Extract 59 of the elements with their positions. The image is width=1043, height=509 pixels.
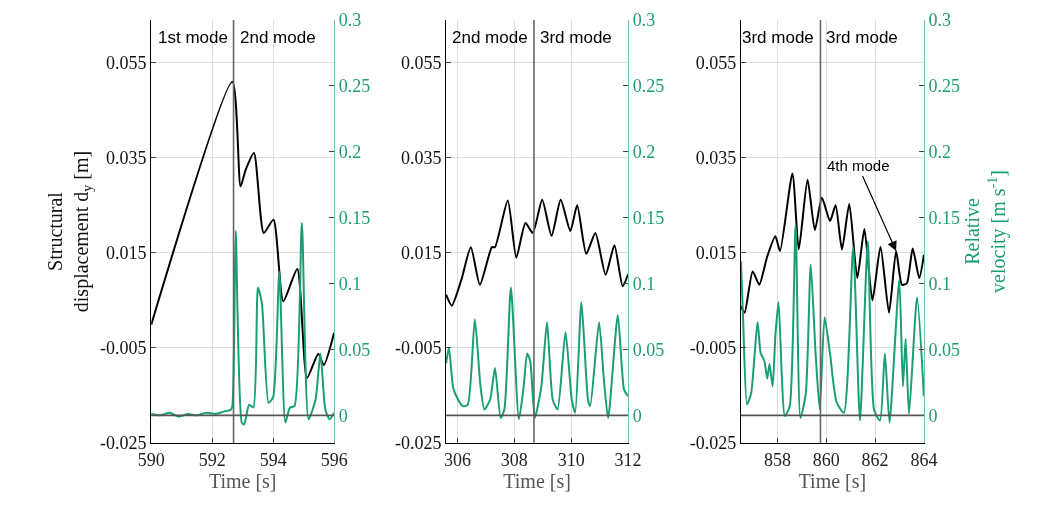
y-tick-label: 0.055 <box>695 53 737 74</box>
x-tick-label: 310 <box>557 449 585 470</box>
x-tick-label: 594 <box>259 449 287 470</box>
annotation: 3rd mode <box>540 28 612 47</box>
y2-tick-label: 0.3 <box>338 10 362 31</box>
y2-tick-label: 0.1 <box>928 273 951 294</box>
y2-tick-label: 0.05 <box>338 339 371 360</box>
y2-tick-label: 0.2 <box>928 142 951 163</box>
x-tick-label: 860 <box>812 449 840 470</box>
x-tick-label: 312 <box>614 449 642 470</box>
line-series <box>446 286 629 421</box>
y2-tick-label: 0.25 <box>632 76 665 97</box>
y-tick-label: 0.035 <box>106 148 147 169</box>
x-tick-label: 592 <box>198 449 226 470</box>
y2-tick-label: 0 <box>338 405 348 426</box>
y-tick-label: -0.005 <box>394 338 442 359</box>
y2-tick-label: 0.05 <box>632 339 665 360</box>
x-tick-label: 306 <box>443 449 471 470</box>
y-tick-label: -0.025 <box>689 433 737 454</box>
y2-tick-label: 0.15 <box>632 207 665 228</box>
y-tick-label: 0.055 <box>106 53 147 74</box>
y-tick-label: 0.015 <box>400 243 442 264</box>
y2-tick-label: 0.25 <box>928 76 960 97</box>
y2-tick-label: 0.3 <box>928 10 951 31</box>
y-tick-label: -0.005 <box>100 338 147 359</box>
annotation: 2nd mode <box>240 28 316 47</box>
x-tick-label: 858 <box>764 449 792 470</box>
y-tick-label: -0.005 <box>689 338 737 359</box>
y-tick-label: 0.035 <box>400 148 442 169</box>
y-tick-label: -0.025 <box>394 433 442 454</box>
annotation: 3rd mode <box>742 28 814 47</box>
y2-tick-label: 0.3 <box>632 10 656 31</box>
y2-tick-label: 0.2 <box>632 142 656 163</box>
y-tick-label: 0.055 <box>400 53 442 74</box>
annotation: 4th mode <box>827 157 890 174</box>
y-tick-label: 0.035 <box>695 148 737 169</box>
y2-tick-label: 0.15 <box>928 207 960 228</box>
y-tick-label: 0.015 <box>106 243 147 264</box>
y2-tick-label: 0.1 <box>338 273 362 294</box>
x-tick-label: 864 <box>910 449 938 470</box>
x-axis-title: Time [s] <box>503 469 571 492</box>
y2-tick-label: 0.15 <box>338 207 371 228</box>
line-series <box>740 223 924 424</box>
annotation: 1st mode <box>158 28 228 47</box>
x-axis-title: Time [s] <box>208 469 277 492</box>
x-tick-label: 862 <box>861 449 889 470</box>
y2-tick-label: 0.1 <box>632 273 656 294</box>
x-tick-label: 596 <box>320 449 348 470</box>
x-axis-title: Time [s] <box>798 469 867 492</box>
x-tick-label: 308 <box>500 449 528 470</box>
y-tick-label: 0.015 <box>695 243 737 264</box>
y2-tick-label: 0.25 <box>338 76 371 97</box>
y2-tick-label: 0.05 <box>928 339 960 360</box>
y2-tick-label: 0.2 <box>338 142 362 163</box>
y2-tick-label: 0 <box>928 405 938 426</box>
annotation: 2nd mode <box>452 28 528 47</box>
annotation: 3rd mode <box>826 28 898 47</box>
y2-tick-label: 0 <box>632 405 642 426</box>
line-series <box>151 221 335 426</box>
